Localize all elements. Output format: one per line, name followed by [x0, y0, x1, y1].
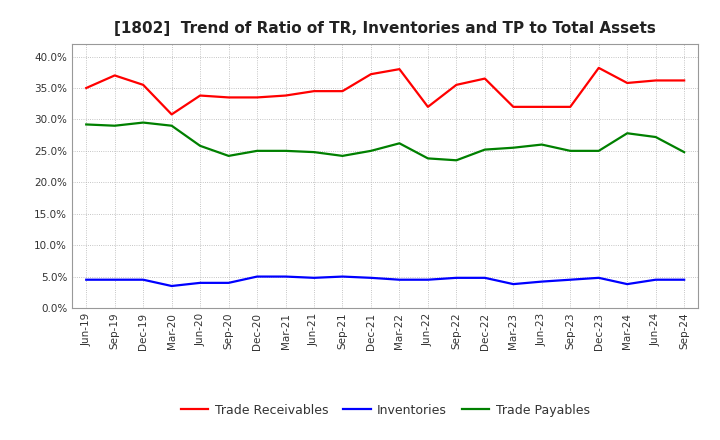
- Trade Receivables: [452, 82, 461, 88]
- Trade Receivables: [253, 95, 261, 100]
- Trade Receivables: [595, 65, 603, 70]
- Trade Receivables: [82, 85, 91, 91]
- Trade Payables: [338, 153, 347, 158]
- Inventories: [82, 277, 91, 282]
- Inventories: [196, 280, 204, 286]
- Title: [1802]  Trend of Ratio of TR, Inventories and TP to Total Assets: [1802] Trend of Ratio of TR, Inventories…: [114, 21, 656, 36]
- Trade Receivables: [338, 88, 347, 94]
- Trade Payables: [366, 148, 375, 154]
- Inventories: [452, 275, 461, 280]
- Inventories: [680, 277, 688, 282]
- Trade Payables: [139, 120, 148, 125]
- Inventories: [423, 277, 432, 282]
- Inventories: [338, 274, 347, 279]
- Inventories: [110, 277, 119, 282]
- Trade Receivables: [537, 104, 546, 110]
- Inventories: [623, 282, 631, 287]
- Trade Payables: [282, 148, 290, 154]
- Trade Receivables: [423, 104, 432, 110]
- Trade Payables: [395, 141, 404, 146]
- Trade Receivables: [480, 76, 489, 81]
- Trade Payables: [652, 134, 660, 139]
- Trade Payables: [82, 122, 91, 127]
- Trade Receivables: [110, 73, 119, 78]
- Line: Inventories: Inventories: [86, 277, 684, 286]
- Trade Payables: [480, 147, 489, 152]
- Trade Payables: [310, 150, 318, 155]
- Trade Payables: [225, 153, 233, 158]
- Inventories: [652, 277, 660, 282]
- Trade Payables: [509, 145, 518, 150]
- Trade Receivables: [167, 112, 176, 117]
- Trade Receivables: [509, 104, 518, 110]
- Inventories: [282, 274, 290, 279]
- Trade Payables: [110, 123, 119, 128]
- Trade Receivables: [395, 66, 404, 72]
- Trade Receivables: [225, 95, 233, 100]
- Trade Receivables: [366, 72, 375, 77]
- Inventories: [139, 277, 148, 282]
- Trade Receivables: [680, 78, 688, 83]
- Trade Receivables: [282, 93, 290, 98]
- Inventories: [509, 282, 518, 287]
- Trade Receivables: [139, 82, 148, 88]
- Line: Trade Receivables: Trade Receivables: [86, 68, 684, 114]
- Trade Payables: [623, 131, 631, 136]
- Trade Receivables: [652, 78, 660, 83]
- Inventories: [395, 277, 404, 282]
- Trade Receivables: [566, 104, 575, 110]
- Trade Payables: [167, 123, 176, 128]
- Trade Receivables: [310, 88, 318, 94]
- Trade Payables: [423, 156, 432, 161]
- Inventories: [480, 275, 489, 280]
- Inventories: [167, 283, 176, 289]
- Trade Payables: [452, 158, 461, 163]
- Trade Receivables: [196, 93, 204, 98]
- Legend: Trade Receivables, Inventories, Trade Payables: Trade Receivables, Inventories, Trade Pa…: [176, 399, 595, 422]
- Inventories: [253, 274, 261, 279]
- Inventories: [310, 275, 318, 280]
- Trade Payables: [196, 143, 204, 148]
- Inventories: [366, 275, 375, 280]
- Trade Payables: [253, 148, 261, 154]
- Inventories: [537, 279, 546, 284]
- Trade Payables: [595, 148, 603, 154]
- Inventories: [566, 277, 575, 282]
- Trade Receivables: [623, 81, 631, 86]
- Trade Payables: [537, 142, 546, 147]
- Inventories: [225, 280, 233, 286]
- Inventories: [595, 275, 603, 280]
- Trade Payables: [680, 150, 688, 155]
- Trade Payables: [566, 148, 575, 154]
- Line: Trade Payables: Trade Payables: [86, 123, 684, 160]
